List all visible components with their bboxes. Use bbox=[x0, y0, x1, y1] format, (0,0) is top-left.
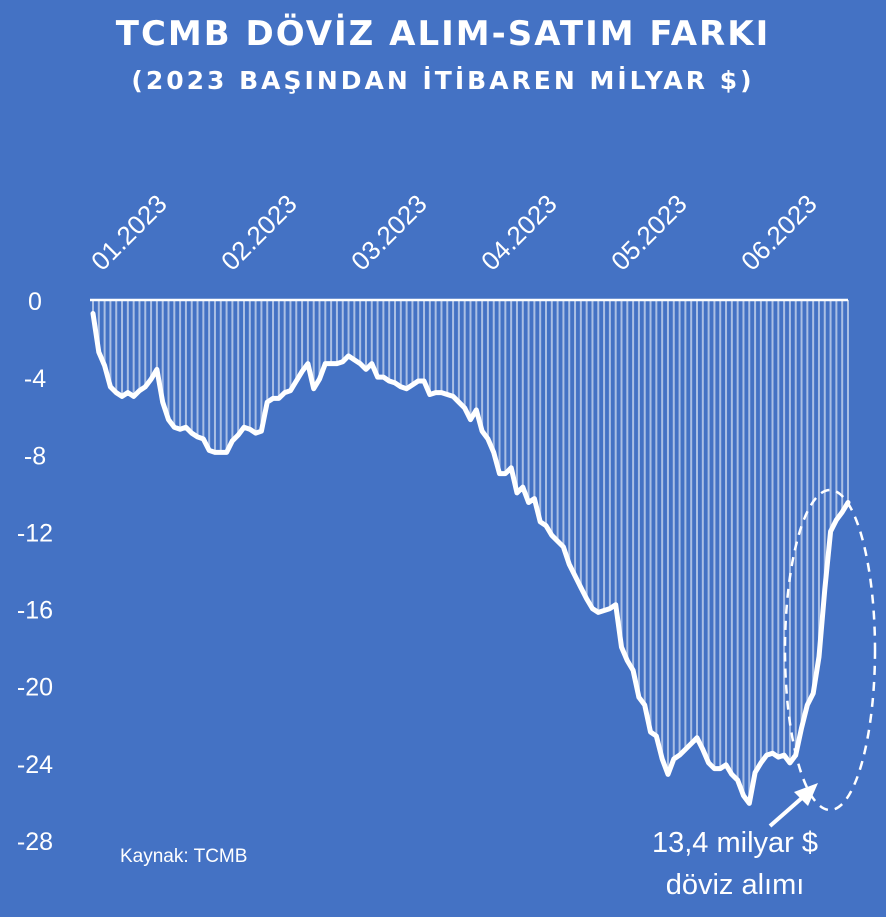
x-tick-label: 03.2023 bbox=[345, 189, 433, 277]
series-line bbox=[90, 311, 851, 806]
y-tick-label: -4 bbox=[24, 365, 46, 393]
y-tick-label: -16 bbox=[17, 597, 53, 625]
highlight-ellipse bbox=[783, 488, 877, 812]
x-axis-tick-labels: 01.2023 02.2023 03.2023 04.2023 05.2023 06.20… bbox=[85, 189, 823, 277]
chart-title: TCMB DÖVİZ ALIM-SATIM FARKI bbox=[115, 14, 771, 54]
annotation-arrow bbox=[768, 783, 818, 828]
x-tick-label: 02.2023 bbox=[215, 189, 303, 277]
annotation-line-1: 13,4 milyar $ bbox=[651, 827, 818, 859]
y-axis-tick-labels: 0 -4 -8 -12 -16 -20 -24 -28 bbox=[17, 288, 53, 856]
bar-series bbox=[92, 300, 849, 804]
annotation-text: 13,4 milyar $ döviz alımı bbox=[600, 822, 870, 906]
source-note: Kaynak: TCMB bbox=[120, 846, 248, 867]
x-tick-label: 05.2023 bbox=[605, 189, 693, 277]
annotation-line-2: döviz alımı bbox=[665, 869, 805, 901]
y-tick-label: -20 bbox=[17, 674, 53, 702]
y-tick-label: -28 bbox=[17, 828, 53, 856]
arrow-shaft bbox=[768, 795, 805, 828]
y-tick-label: -8 bbox=[24, 442, 46, 470]
x-tick-label: 06.2023 bbox=[735, 189, 823, 277]
y-tick-label: 0 bbox=[28, 288, 42, 316]
arrow-head bbox=[794, 783, 818, 806]
x-tick-label: 04.2023 bbox=[475, 189, 563, 277]
y-tick-label: -24 bbox=[17, 751, 53, 779]
chart-subtitle: (2023 BAŞINDAN İTİBAREN MİLYAR $) bbox=[131, 66, 755, 95]
x-tick-label: 01.2023 bbox=[85, 189, 173, 277]
y-tick-label: -12 bbox=[17, 519, 53, 547]
